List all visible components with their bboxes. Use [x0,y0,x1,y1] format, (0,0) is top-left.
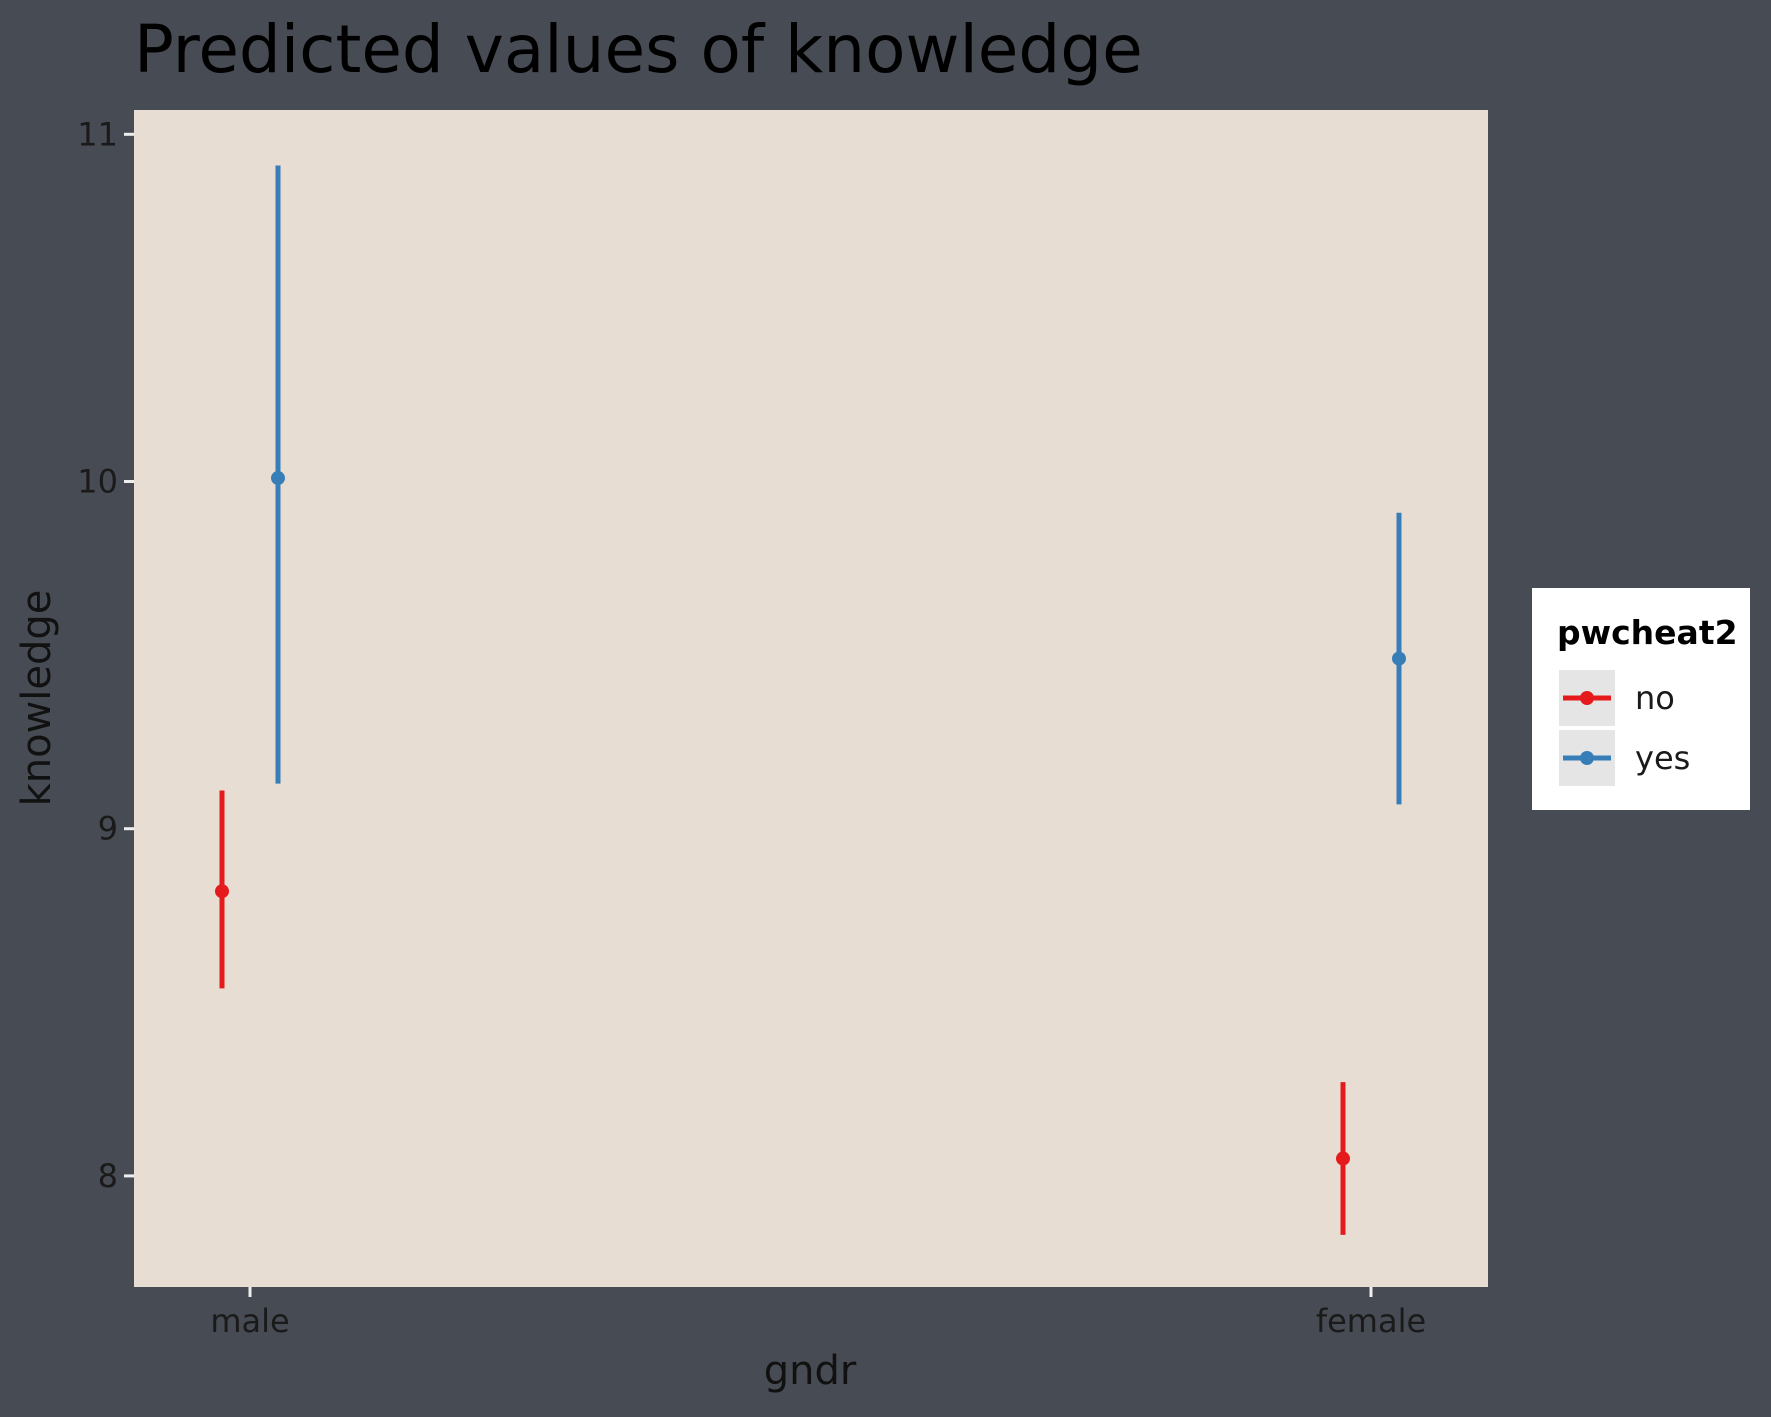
legend-label-no: no [1635,679,1675,717]
point-no-male [215,884,229,899]
point-no-female [1336,1151,1350,1166]
y-tick-label: 8 [98,1157,118,1195]
legend-items: no yes [1559,670,1690,786]
x-tick-label: female [1316,1302,1426,1340]
legend: pwcheat2 no yes [1532,588,1750,810]
point-yes-female [1392,651,1406,666]
y-tick-label: 11 [77,115,118,153]
y-axis-title: knowledge [14,590,60,807]
legend-title: pwcheat2 [1557,613,1738,652]
point-yes-male [271,471,285,486]
legend-key-point [1580,751,1594,765]
x-axis: male female [210,1287,1426,1340]
x-tick-label: male [210,1302,289,1340]
plot-panel [134,110,1488,1287]
chart-title: Predicted values of knowledge [134,11,1143,88]
y-tick-label: 9 [98,810,118,848]
x-axis-title: gndr [764,1348,857,1394]
y-tick-label: 10 [77,463,118,501]
data-marks [215,165,1406,1235]
y-axis: 8 9 10 11 [77,115,134,1195]
legend-key-point [1580,691,1594,705]
legend-label-yes: yes [1635,739,1690,777]
